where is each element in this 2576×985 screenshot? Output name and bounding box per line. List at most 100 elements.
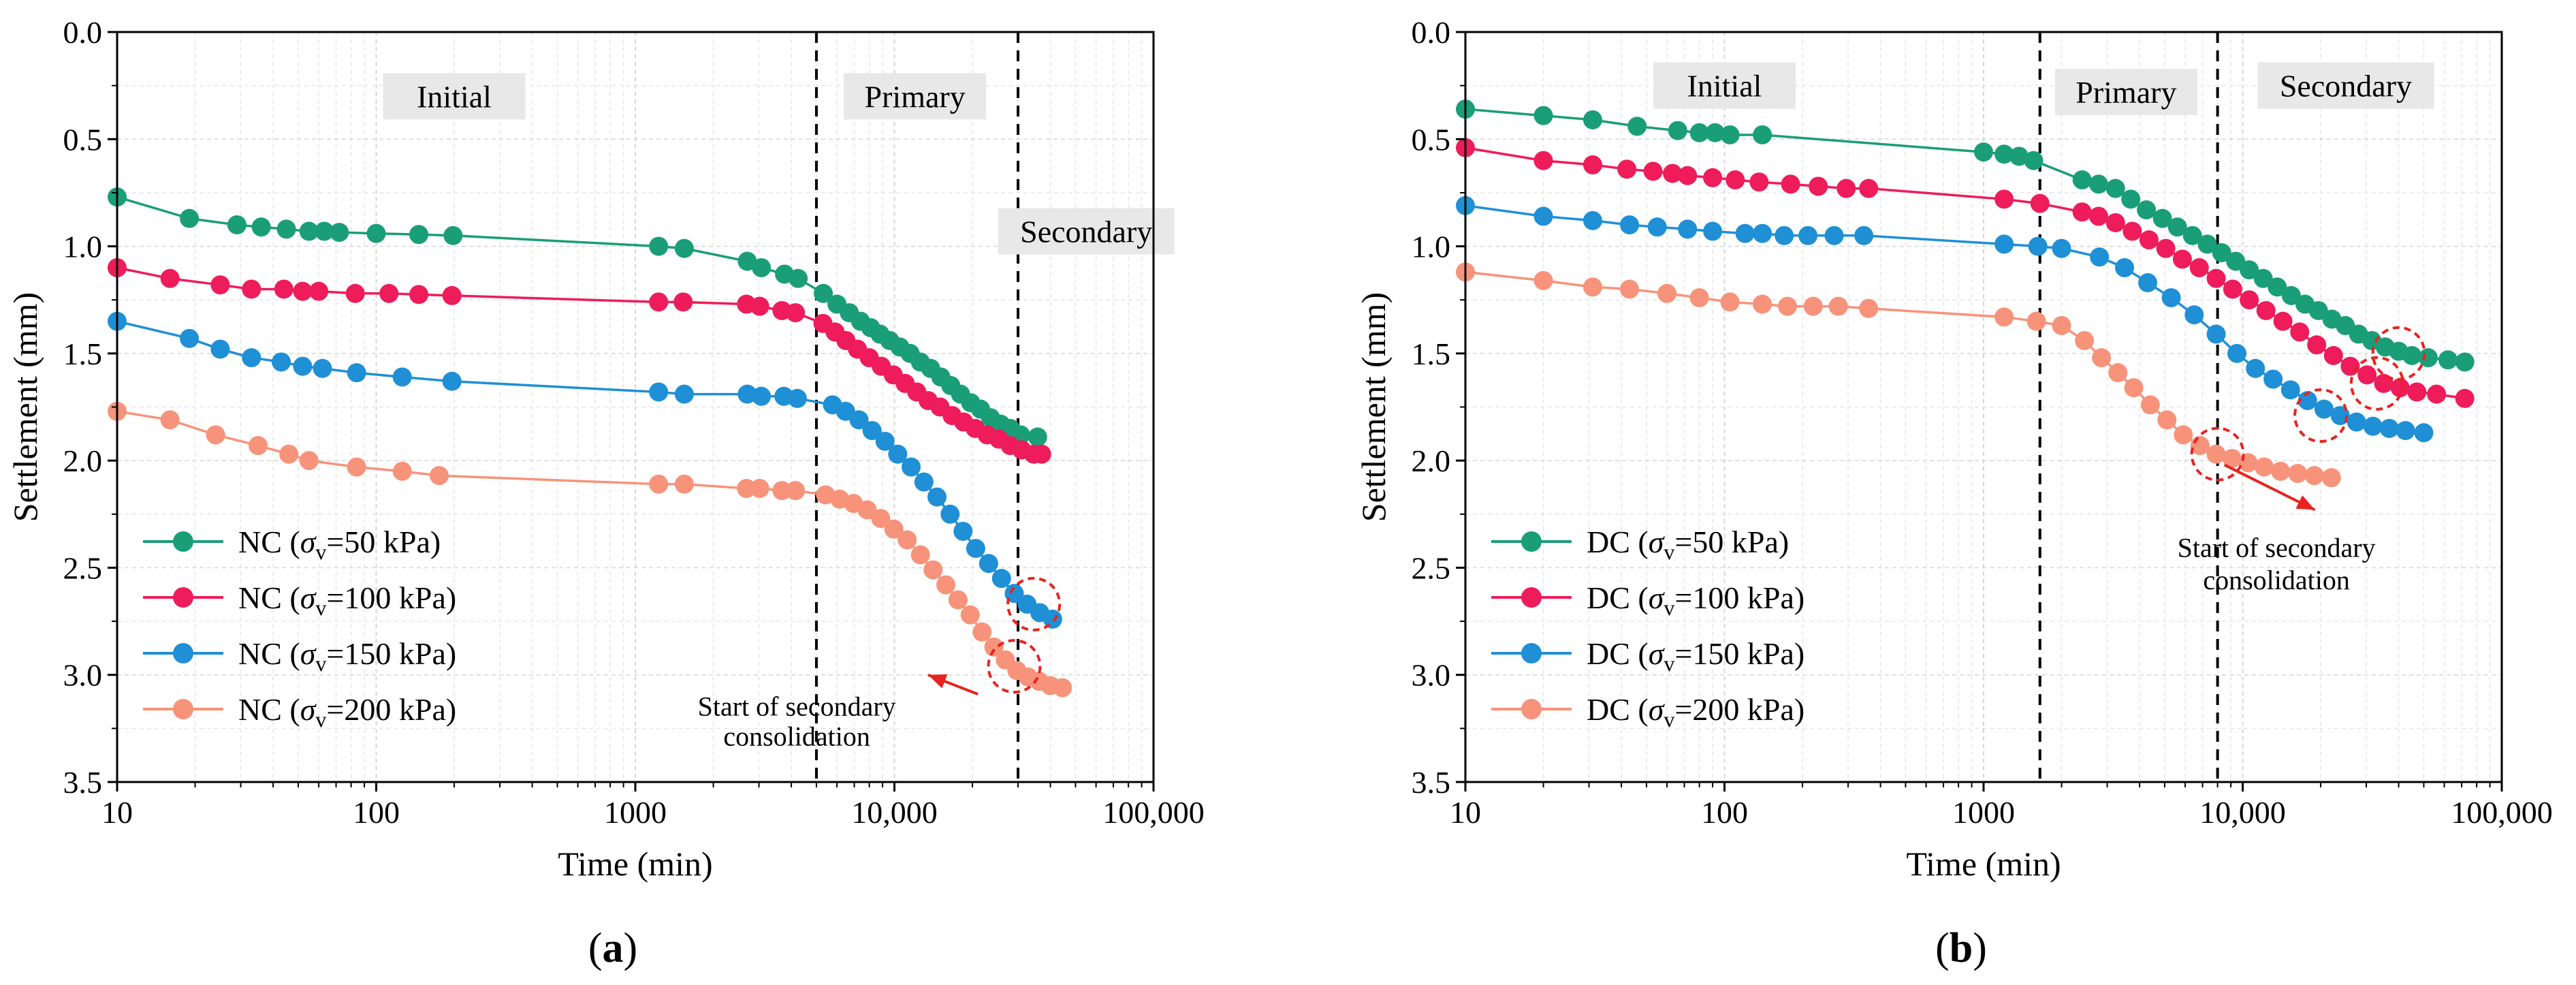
- data-point: [2357, 365, 2377, 385]
- legend-label-subscript: v: [1664, 651, 1674, 676]
- data-point: [2140, 395, 2160, 415]
- data-point: [1735, 223, 1755, 243]
- legend-label: DC (σv=200 kPa): [1587, 692, 1804, 732]
- data-point: [953, 521, 973, 541]
- panel-b: Initial Primary Secondary Start of secondar…: [1354, 15, 2553, 971]
- data-point: [1974, 142, 1993, 162]
- phase-label: Secondary: [1020, 215, 1152, 249]
- data-point: [1043, 609, 1062, 629]
- x-tick-label: 10,000: [2199, 795, 2286, 830]
- data-point: [737, 384, 757, 404]
- data-point: [1705, 123, 1725, 142]
- data-point: [1663, 163, 1683, 183]
- legend-label-prefix: NC (: [238, 525, 300, 559]
- legend-label: NC (σv=50 kPa): [238, 525, 441, 564]
- data-point: [2139, 230, 2159, 250]
- series-2: [1456, 138, 2475, 408]
- data-point: [1533, 106, 1553, 125]
- data-point: [673, 292, 693, 312]
- data-point: [1775, 225, 1794, 245]
- data-point: [1627, 116, 1647, 136]
- data-point: [2024, 151, 2044, 170]
- data-point: [299, 221, 319, 241]
- data-point: [347, 457, 366, 477]
- annotation-text-line2: consolidation: [723, 721, 870, 752]
- data-point: [875, 431, 895, 451]
- data-point: [991, 569, 1011, 589]
- data-point: [1689, 288, 1709, 308]
- legend-marker: [1521, 587, 1542, 608]
- data-point: [1994, 234, 2014, 254]
- data-point: [2379, 418, 2399, 438]
- x-tick-label: 10: [101, 795, 133, 830]
- legend-label-prefix: DC (: [1587, 636, 1649, 671]
- data-point: [2223, 279, 2242, 299]
- data-point: [1689, 123, 1709, 142]
- data-point: [1777, 296, 1797, 316]
- data-point: [2172, 249, 2192, 269]
- data-point: [2273, 311, 2293, 331]
- data-point: [2347, 412, 2366, 432]
- data-point: [443, 225, 463, 245]
- legend: DC (σv=50 kPa)DC (σv=100 kPa)DC (σv=150 …: [1491, 525, 1804, 732]
- data-point: [1703, 168, 1723, 187]
- x-tick-label: 10: [1450, 795, 1481, 830]
- legend-label: DC (σv=150 kPa): [1587, 636, 1804, 676]
- legend-label-suffix: =100 kPa): [1674, 580, 1804, 615]
- panel-label-letter: a: [603, 925, 624, 971]
- legend-label-subscript: v: [1664, 707, 1674, 732]
- data-point: [1720, 292, 1740, 312]
- panel-label-close: ): [1973, 925, 1987, 971]
- data-point: [299, 451, 319, 471]
- data-point: [160, 410, 180, 430]
- data-point: [914, 472, 934, 492]
- panel-a: Initial Primary Secondary Start of secondar…: [6, 15, 1205, 971]
- y-tick-label: 0.5: [63, 122, 103, 157]
- data-point: [1617, 159, 1637, 179]
- data-point: [2246, 358, 2265, 378]
- onset-marker-circle: [2190, 426, 2245, 482]
- data-point: [1753, 125, 1772, 144]
- y-tick-label: 2.0: [1412, 443, 1451, 478]
- data-point: [2092, 348, 2112, 368]
- data-point: [940, 504, 960, 524]
- gridlines: [116, 32, 1154, 782]
- phase-label: Initial: [1687, 69, 1762, 104]
- gridlines: [1465, 32, 2502, 782]
- annotation-text-line1: Start of secondary: [2178, 533, 2376, 563]
- onset-marker-circle: [2349, 356, 2404, 411]
- series-3: [108, 311, 1062, 629]
- y-tick-label: 2.0: [63, 443, 103, 478]
- phase-label-box: [1653, 62, 1796, 109]
- series-1: [108, 187, 1047, 447]
- data-point: [862, 421, 882, 441]
- data-point: [1583, 210, 1602, 230]
- data-point: [2184, 305, 2204, 325]
- data-point: [979, 554, 998, 574]
- data-point: [315, 221, 334, 241]
- data-point: [2105, 213, 2125, 232]
- legend-label-prefix: DC (: [1587, 580, 1649, 615]
- panel-label-close: ): [624, 925, 638, 971]
- onset-marker-circle: [2371, 326, 2426, 381]
- data-point: [2455, 352, 2475, 372]
- data-point: [674, 474, 694, 494]
- data-point: [249, 436, 268, 456]
- data-point: [910, 545, 930, 565]
- data-point: [366, 223, 386, 243]
- data-point: [649, 236, 669, 256]
- y-tick-label: 3.0: [1412, 658, 1451, 693]
- data-point: [2088, 206, 2108, 226]
- legend-item: DC (σv=150 kPa): [1491, 636, 1804, 676]
- y-tick-label: 3.5: [1412, 765, 1451, 800]
- legend-label-suffix: =50 kPa): [1674, 525, 1789, 559]
- data-point: [2240, 290, 2259, 310]
- legend-item: DC (σv=200 kPa): [1491, 692, 1804, 732]
- data-point: [2072, 202, 2092, 222]
- y-tick-label: 0.0: [63, 15, 103, 50]
- data-point: [2072, 170, 2092, 190]
- y-tick-label: 2.5: [63, 550, 103, 585]
- legend-label-prefix: NC (: [238, 636, 300, 671]
- x-tick-label: 1000: [604, 795, 667, 830]
- data-point: [902, 457, 921, 477]
